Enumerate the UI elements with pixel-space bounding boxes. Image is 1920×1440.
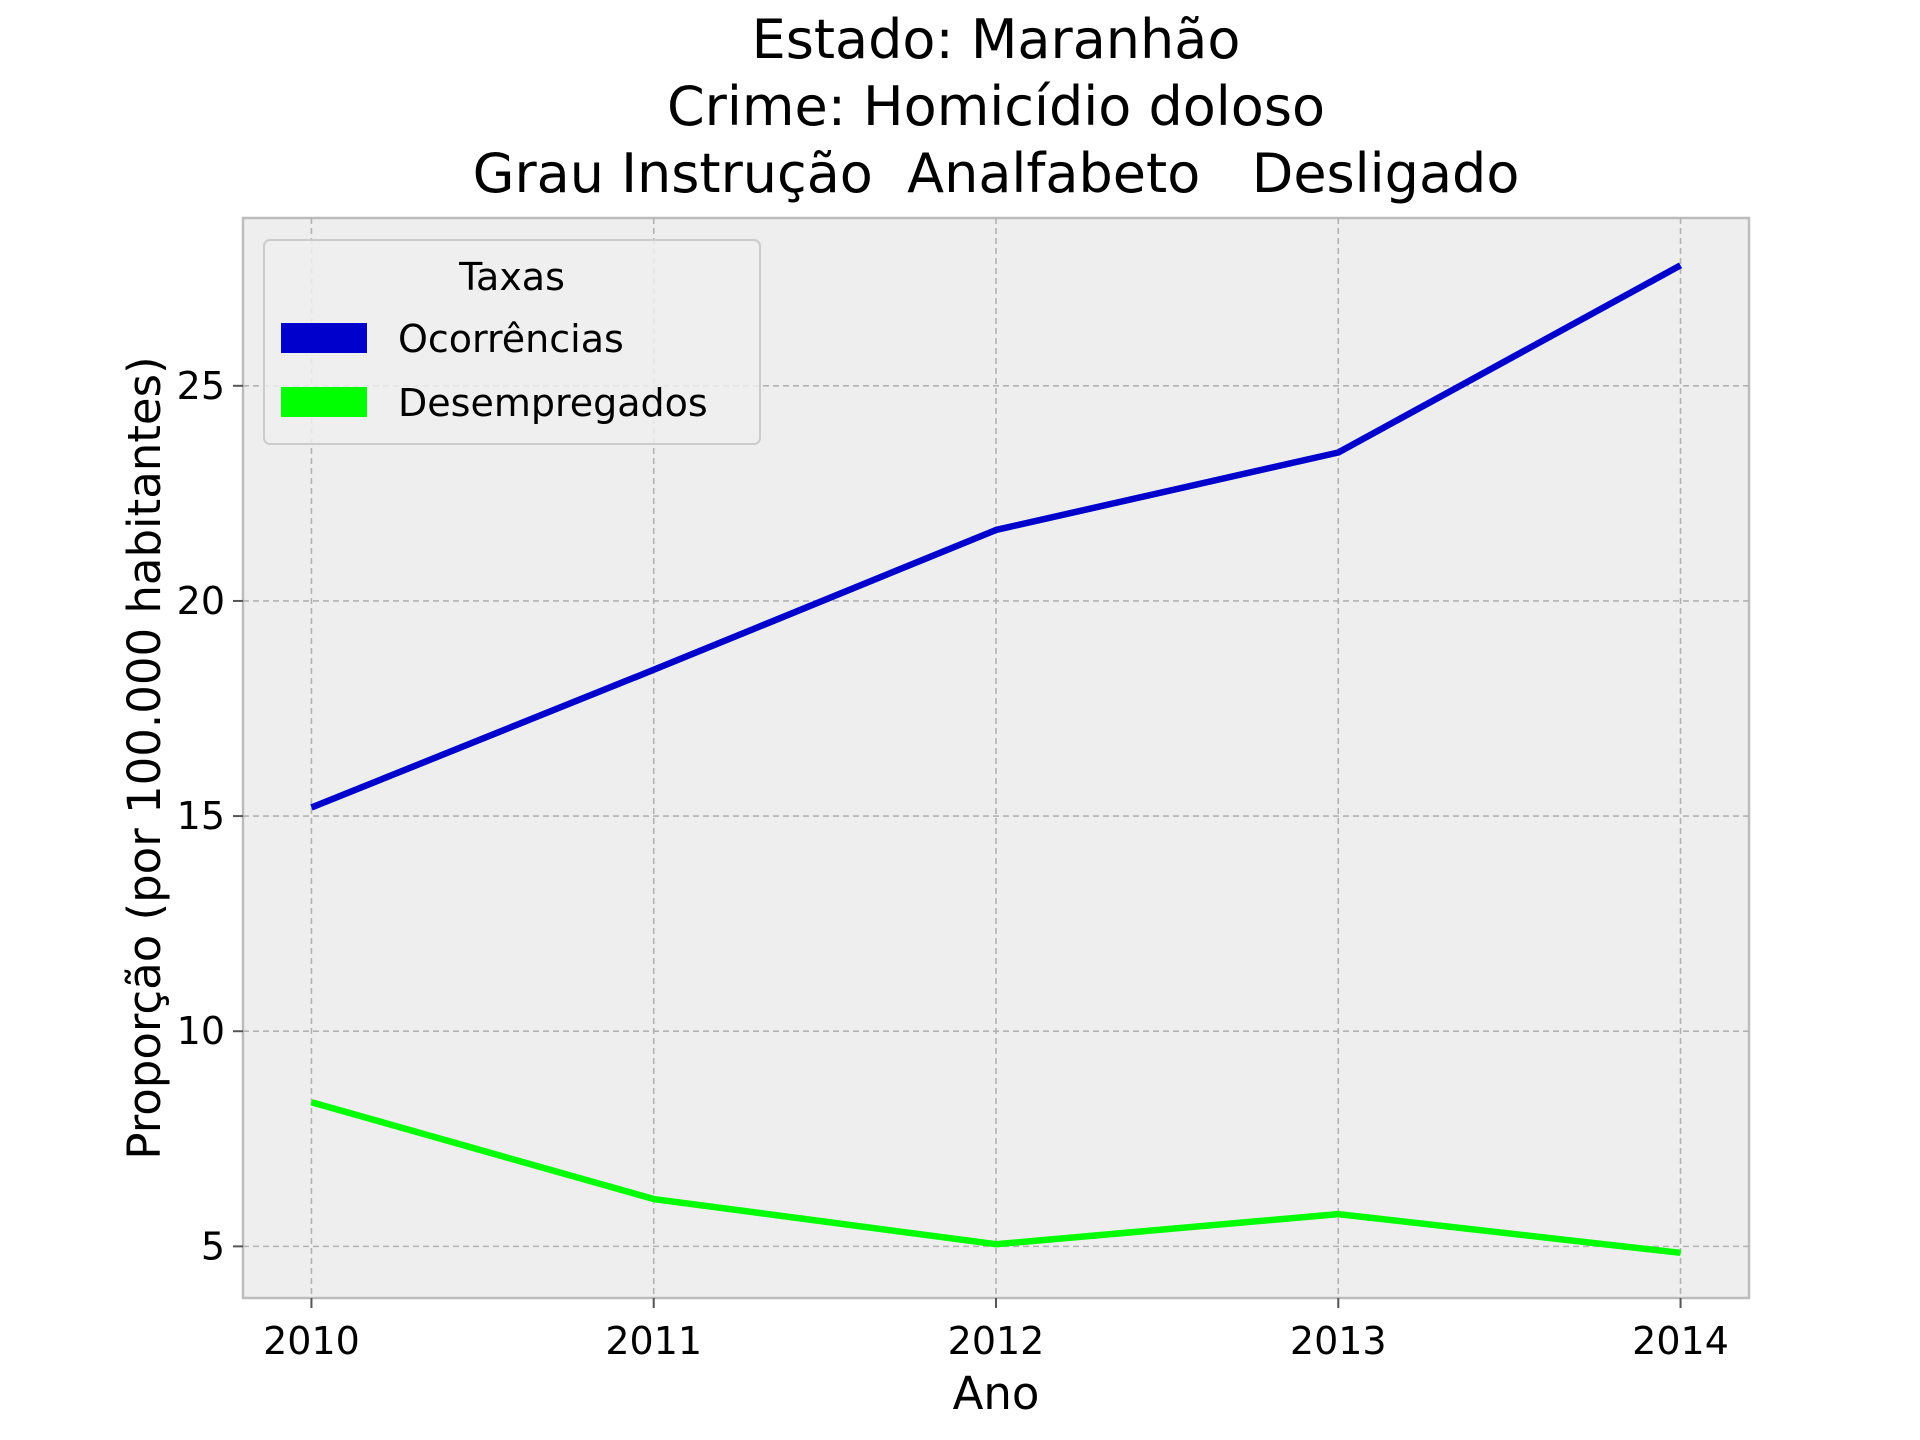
legend-label-desempregados: Desempregados [398,381,708,425]
legend-swatch-ocorrencias [281,323,367,353]
series-lines [310,262,1683,1257]
legend-label-ocorrencias: Ocorrências [398,317,624,361]
y-tick-label: 10 [177,1009,225,1053]
axis-ticks: 2010 2011 2012 2013 2014 5 10 15 20 25 [177,364,1729,1363]
legend-swatch-desempregados [281,387,367,417]
x-tick-label: 2010 [263,1319,360,1363]
x-tick-label: 2013 [1290,1319,1387,1363]
x-tick-label: 2011 [605,1319,702,1363]
x-tick-label: 2014 [1632,1319,1729,1363]
y-tick-label: 5 [201,1224,225,1268]
x-axis-label: Ano [953,1367,1040,1420]
chart-title-line-2: Crime: Homicídio doloso [667,75,1325,138]
series-line-desempregados [310,1099,1681,1257]
legend: Taxas Ocorrências Desempregados [263,239,761,445]
y-tick-label: 15 [177,794,225,838]
y-axis-label: Proporção (por 100.000 habitantes) [118,356,171,1159]
chart-title-line-1: Estado: Maranhão [752,8,1241,71]
x-tick-label: 2012 [948,1319,1045,1363]
legend-title: Taxas [458,255,565,299]
series-line-ocorrencias [310,262,1683,811]
y-tick-label: 25 [177,364,225,408]
legend-box [263,239,761,445]
chart-title-line-3: Grau Instrução Analfabeto Desligado [473,142,1520,205]
y-tick-label: 20 [177,579,225,623]
